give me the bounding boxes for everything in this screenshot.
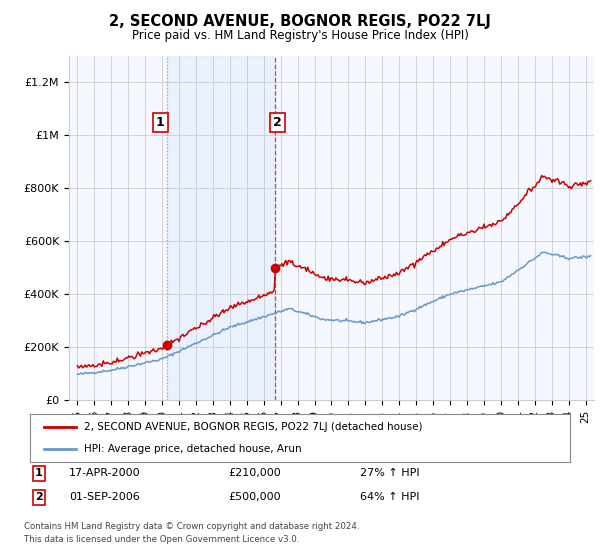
Text: £210,000: £210,000 (228, 468, 281, 478)
Text: This data is licensed under the Open Government Licence v3.0.: This data is licensed under the Open Gov… (24, 535, 299, 544)
Text: 01-SEP-2006: 01-SEP-2006 (69, 492, 140, 502)
Text: 2, SECOND AVENUE, BOGNOR REGIS, PO22 7LJ: 2, SECOND AVENUE, BOGNOR REGIS, PO22 7LJ (109, 14, 491, 29)
Text: HPI: Average price, detached house, Arun: HPI: Average price, detached house, Arun (84, 444, 302, 454)
Text: Contains HM Land Registry data © Crown copyright and database right 2024.: Contains HM Land Registry data © Crown c… (24, 522, 359, 531)
Text: 1: 1 (156, 116, 164, 129)
Text: £500,000: £500,000 (228, 492, 281, 502)
Text: 27% ↑ HPI: 27% ↑ HPI (360, 468, 419, 478)
Text: Price paid vs. HM Land Registry's House Price Index (HPI): Price paid vs. HM Land Registry's House … (131, 29, 469, 42)
Text: 17-APR-2000: 17-APR-2000 (69, 468, 140, 478)
Bar (167, 56, 275, 400)
Text: 1: 1 (35, 468, 43, 478)
Text: 2, SECOND AVENUE, BOGNOR REGIS, PO22 7LJ (detached house): 2, SECOND AVENUE, BOGNOR REGIS, PO22 7LJ… (84, 422, 422, 432)
Text: 2: 2 (35, 492, 43, 502)
Text: 64% ↑ HPI: 64% ↑ HPI (360, 492, 419, 502)
Text: 2: 2 (273, 116, 282, 129)
